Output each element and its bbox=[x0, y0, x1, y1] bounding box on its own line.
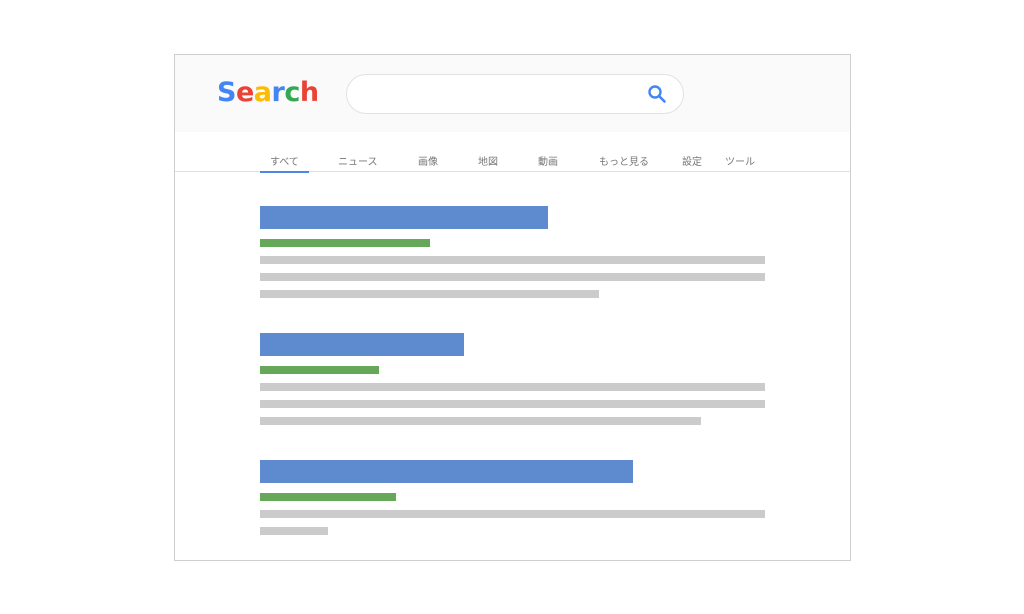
search-header: Search bbox=[175, 55, 850, 132]
result-snippet-line bbox=[260, 256, 765, 264]
logo-letter: r bbox=[271, 77, 285, 108]
result-url bbox=[260, 366, 379, 374]
logo[interactable]: Search bbox=[217, 77, 319, 108]
tab-all[interactable]: すべて bbox=[260, 153, 309, 173]
tab-images[interactable]: 画像 bbox=[418, 157, 438, 168]
result-title[interactable] bbox=[260, 206, 548, 229]
result-snippet-line bbox=[260, 510, 765, 518]
result-url bbox=[260, 493, 396, 501]
tab-news[interactable]: ニュース bbox=[338, 157, 378, 168]
tab-settings[interactable]: 設定 bbox=[682, 157, 702, 168]
result-snippet-line bbox=[260, 273, 765, 281]
logo-letter: c bbox=[284, 77, 300, 108]
result-title[interactable] bbox=[260, 333, 464, 356]
tab-videos[interactable]: 動画 bbox=[538, 157, 558, 168]
result-title[interactable] bbox=[260, 460, 633, 483]
tab-maps[interactable]: 地図 bbox=[478, 157, 498, 168]
result-snippet-line bbox=[260, 417, 701, 425]
logo-letter: a bbox=[253, 77, 272, 108]
tab-tools[interactable]: ツール bbox=[725, 157, 755, 168]
logo-letter: h bbox=[299, 77, 319, 108]
tab-bar: すべて ニュース 画像 地図 動画 もっと見る 設定 ツール bbox=[175, 147, 850, 173]
logo-letter: e bbox=[235, 77, 254, 108]
result-snippet-line bbox=[260, 527, 328, 535]
result-snippet-line bbox=[260, 290, 599, 298]
logo-letter: S bbox=[217, 77, 236, 108]
search-input[interactable] bbox=[346, 74, 684, 114]
browser-window: Search すべて ニュース 画像 地図 動画 もっと見る 設定 ツール bbox=[174, 54, 851, 561]
tab-more[interactable]: もっと見る bbox=[599, 157, 649, 168]
result-snippet-line bbox=[260, 400, 765, 408]
search-icon[interactable] bbox=[647, 84, 667, 104]
result-url bbox=[260, 239, 430, 247]
result-snippet-line bbox=[260, 383, 765, 391]
